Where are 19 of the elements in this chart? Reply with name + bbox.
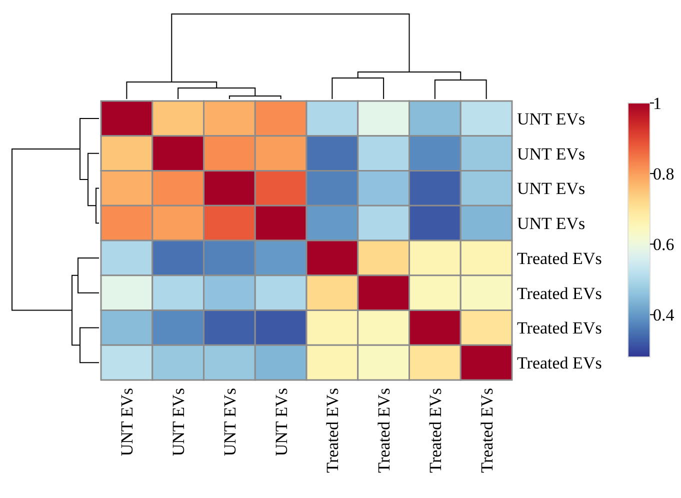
x-tick-label: UNT EVs xyxy=(169,388,188,456)
x-tick-label: Treated EVs xyxy=(426,388,445,473)
color-bar-label: 1 xyxy=(653,94,662,113)
color-bar-label: 0.4 xyxy=(653,306,675,325)
y-tick-label: Treated EVs xyxy=(517,318,602,338)
y-tick-label: UNT EVs xyxy=(517,144,586,164)
y-tick-label: UNT EVs xyxy=(517,214,586,234)
x-tick-label: Treated EVs xyxy=(374,388,394,473)
x-tick-label: Treated EVs xyxy=(323,388,342,473)
y-tick-label: UNT EVs xyxy=(517,109,586,128)
y-tick-label: Treated EVs xyxy=(517,354,602,373)
x-tick-label: UNT EVs xyxy=(220,388,240,456)
x-tick-label: UNT EVs xyxy=(272,388,291,456)
color-bar-label: 0.6 xyxy=(653,235,674,254)
y-tick-label: UNT EVs xyxy=(517,179,586,198)
y-tick-label: Treated EVs xyxy=(517,284,602,303)
color-bar-label: 0.8 xyxy=(653,164,674,184)
x-tick-label: UNT EVs xyxy=(118,388,137,456)
y-tick-label: Treated EVs xyxy=(517,248,602,268)
